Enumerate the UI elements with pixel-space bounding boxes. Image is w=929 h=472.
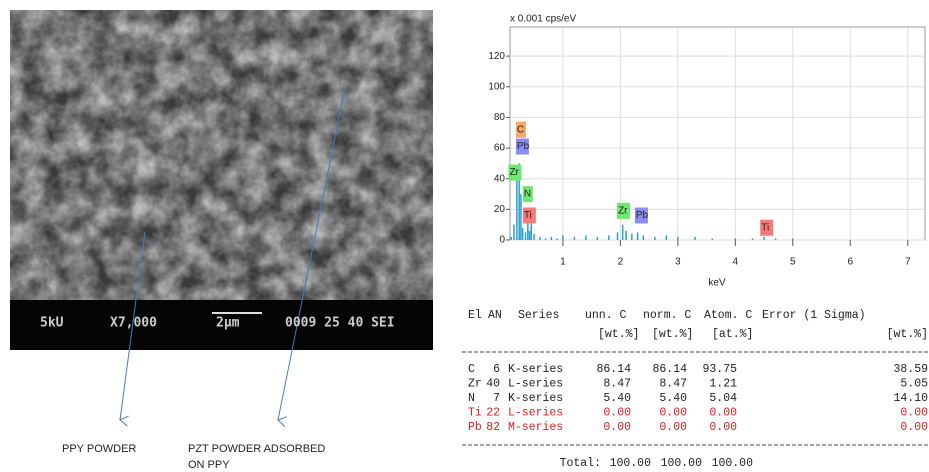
table-cell: 38.59 xyxy=(893,363,928,376)
peak-label: Ti xyxy=(524,210,532,221)
table-header: Atom. C xyxy=(704,309,752,322)
table-cell: Ti xyxy=(468,407,482,420)
table-cell: K-series xyxy=(508,392,563,405)
table-header: AN xyxy=(488,309,502,322)
table-total-label: Total: xyxy=(560,457,601,470)
table-cell: C xyxy=(468,363,475,376)
sem-info-text: 0009 25 40 SEI xyxy=(285,316,395,331)
y-tick-label: 80 xyxy=(494,112,506,123)
plot-frame xyxy=(510,27,925,240)
table-cell: 93.75 xyxy=(702,363,737,376)
x-tick-label: 1 xyxy=(560,257,566,268)
peak-label: N xyxy=(524,189,531,200)
sem-image xyxy=(10,10,433,350)
table-cell: 8.47 xyxy=(659,378,687,391)
table-unit: [wt.%] xyxy=(887,328,928,341)
table-header: Series xyxy=(518,309,559,322)
table-cell: 0.00 xyxy=(603,407,631,420)
table-total-value: 100.00 xyxy=(712,457,754,470)
table-cell: 0.00 xyxy=(900,407,928,420)
y-tick-label: 40 xyxy=(494,173,506,184)
table-cell: 7 xyxy=(493,392,500,405)
table-cell: 0.00 xyxy=(709,407,737,420)
table-header: Error (1 Sigma) xyxy=(762,309,866,322)
x-tick-label: 4 xyxy=(733,257,739,268)
table-cell: 8.47 xyxy=(603,378,631,391)
x-tick-label: 5 xyxy=(790,257,796,268)
table-header: norm. C xyxy=(643,309,691,322)
annotation: ON PPY xyxy=(188,459,230,471)
table-cell: M-series xyxy=(508,421,563,434)
peak-label: Ti xyxy=(761,222,769,233)
sem-info-text: X7,000 xyxy=(110,316,157,331)
sem-texture xyxy=(10,10,433,305)
table-cell: 0.00 xyxy=(900,421,928,434)
table-cell: 0.00 xyxy=(709,421,737,434)
table-header: El xyxy=(468,309,482,322)
peak-label: C xyxy=(517,124,524,135)
y-tick-label: 120 xyxy=(488,51,505,62)
table-header: unn. C xyxy=(585,309,627,322)
table-cell: 5.04 xyxy=(709,392,737,405)
annotation: PPY POWDER xyxy=(62,443,136,455)
table-cell: 1.21 xyxy=(709,378,737,391)
y-tick-label: 60 xyxy=(494,143,506,154)
peak-label: Pb xyxy=(636,210,649,221)
table-cell: 86.14 xyxy=(652,363,687,376)
peak-label: Pb xyxy=(517,141,530,152)
table-cell: Zr xyxy=(468,378,482,391)
table-cell: 86.14 xyxy=(596,363,631,376)
y-tick-label: 20 xyxy=(494,204,506,215)
x-axis-label: keV xyxy=(708,278,726,289)
table-unit: [at.%] xyxy=(712,328,753,341)
table-unit: [wt.%] xyxy=(652,328,693,341)
table-cell: 0.00 xyxy=(603,421,631,434)
table-cell: 5.40 xyxy=(659,392,687,405)
table-cell: 0.00 xyxy=(659,421,687,434)
table-cell: 5.05 xyxy=(900,378,928,391)
table-cell: 82 xyxy=(486,421,500,434)
sem-info-text: 5kU xyxy=(40,316,64,331)
y-tick-label: 100 xyxy=(488,81,505,92)
table-cell: 5.40 xyxy=(603,392,631,405)
table-cell: 40 xyxy=(486,378,500,391)
table-cell: 22 xyxy=(486,407,500,420)
x-tick-label: 7 xyxy=(905,257,911,268)
sem-info-text: 2μm xyxy=(216,316,240,331)
x-tick-label: 6 xyxy=(847,257,853,268)
table-unit: [wt.%] xyxy=(598,328,639,341)
figure: x 0.001 cps/eV keV 5kU X7,000 2μm 0009 25 4… xyxy=(0,0,929,472)
table-cell: K-series xyxy=(508,363,563,376)
table-total-value: 100.00 xyxy=(661,457,703,470)
y-tick-label: 0 xyxy=(499,235,505,246)
table-cell: N xyxy=(468,392,475,405)
y-axis-label: x 0.001 cps/eV xyxy=(510,14,576,25)
table-cell: L-series xyxy=(508,378,563,391)
peak-label: Zr xyxy=(618,206,628,217)
x-tick-label: 3 xyxy=(675,257,681,268)
peak-label: Zr xyxy=(509,167,519,178)
page: {"sem": {"info_bar": ["5kU", "X7,000", "… xyxy=(0,0,929,472)
table-cell: Pb xyxy=(468,421,482,434)
table-cell: 0.00 xyxy=(659,407,687,420)
table-cell: 6 xyxy=(493,363,500,376)
x-tick-label: 2 xyxy=(618,257,624,268)
table-total-value: 100.00 xyxy=(610,457,652,470)
table-cell: 14.10 xyxy=(893,392,928,405)
annotation: PZT POWDER ADSORBED xyxy=(188,443,325,455)
table-cell: L-series xyxy=(508,407,563,420)
